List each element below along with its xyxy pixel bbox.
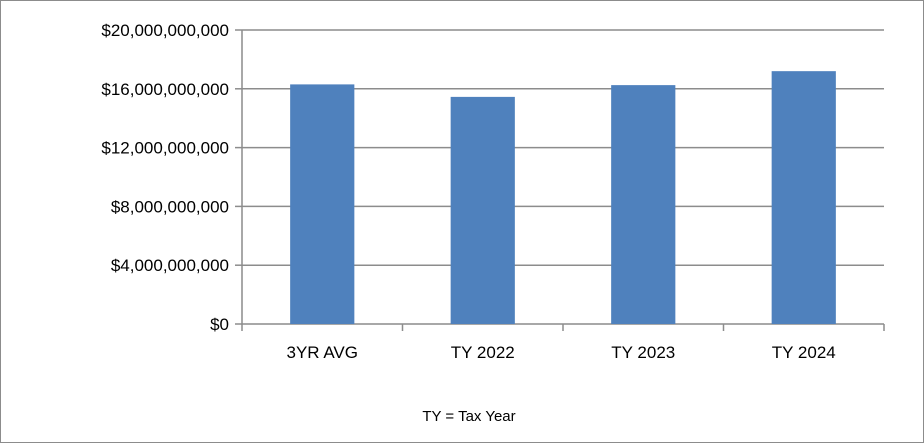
x-tick-label: 3YR AVG xyxy=(287,343,359,362)
y-tick-label: $8,000,000,000 xyxy=(111,197,229,216)
y-tick-label: $4,000,000,000 xyxy=(111,256,229,275)
bar-ty-2023 xyxy=(611,85,676,324)
y-tick-label: $0 xyxy=(210,315,229,334)
bar-ty-2022 xyxy=(450,96,515,324)
y-tick-label: $20,000,000,000 xyxy=(101,21,229,40)
x-tick-label: TY 2023 xyxy=(611,343,675,362)
chart-note: TY = Tax Year xyxy=(422,408,515,425)
y-tick-label: $12,000,000,000 xyxy=(101,139,229,158)
bar-3yr-avg xyxy=(290,84,355,324)
y-tick-labels: $0 $4,000,000,000 $8,000,000,000 $12,000,00… xyxy=(101,21,229,334)
bar-ty-2024 xyxy=(771,71,836,324)
x-tick-labels: 3YR AVG TY 2022 TY 2023 TY 2024 xyxy=(287,343,836,362)
y-tick-label: $16,000,000,000 xyxy=(101,80,229,99)
x-tick-label: TY 2024 xyxy=(772,343,836,362)
x-tick-label: TY 2022 xyxy=(451,343,515,362)
bars xyxy=(290,71,836,324)
